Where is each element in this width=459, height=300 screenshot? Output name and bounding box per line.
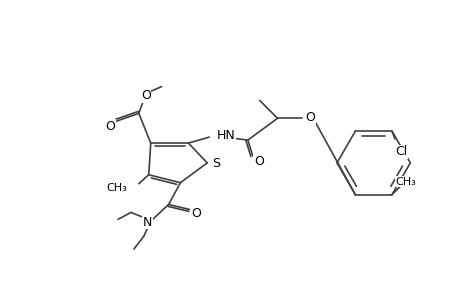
Text: O: O [253, 155, 263, 168]
Text: CH₃: CH₃ [106, 183, 127, 193]
Text: O: O [105, 120, 115, 133]
Text: CH₃: CH₃ [395, 177, 415, 187]
Text: Cl: Cl [394, 146, 406, 158]
Text: O: O [305, 111, 314, 124]
Text: HN: HN [217, 129, 235, 142]
Text: N: N [143, 216, 152, 229]
Text: O: O [191, 207, 201, 220]
Text: S: S [212, 158, 220, 170]
Text: O: O [140, 89, 151, 102]
